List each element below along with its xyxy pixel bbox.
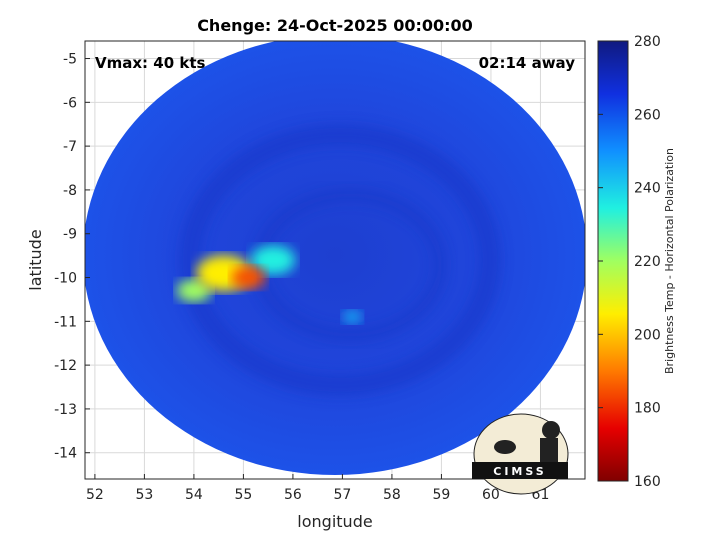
convection-cell [342, 310, 363, 324]
y-tick-label: -11 [54, 314, 77, 330]
y-tick-label: -5 [63, 52, 77, 68]
convection-cell [250, 245, 296, 275]
convection-cell [176, 279, 212, 303]
colorbar-label: Brightness Temp - Horizontal Polarizatio… [663, 148, 676, 374]
x-tick-label: 56 [284, 487, 302, 503]
spiral-band-outer [179, 124, 501, 396]
colorbar-tick-label: 160 [634, 474, 661, 490]
x-tick-label: 57 [334, 487, 352, 503]
colorbar-tick-label: 280 [634, 34, 661, 50]
x-axis: 52 53 54 55 56 57 58 59 60 61 [86, 474, 549, 503]
logo-text: CIMSS [493, 465, 546, 478]
convection-features [176, 245, 363, 324]
x-tick-label: 60 [482, 487, 500, 503]
y-tick-label: -13 [54, 402, 77, 418]
colorbar-ticks: 280 260 240 220 200 180 160 [598, 34, 661, 490]
y-axis: -5 -6 -7 -8 -9 -10 -11 -12 -13 -14 [54, 52, 90, 462]
x-tick-label: 54 [185, 487, 203, 503]
convection-cell [231, 266, 266, 290]
colorbar-tick-label: 220 [634, 254, 661, 270]
x-tick-label: 58 [383, 487, 401, 503]
axes-frame [84, 40, 586, 480]
colorbar-tick-label: 180 [634, 401, 661, 417]
water-tower-shape [540, 438, 558, 464]
vmax-annotation: Vmax: 40 kts [95, 54, 205, 72]
swath-disk [85, 41, 585, 475]
x-tick-label: 53 [135, 487, 153, 503]
x-tick-label: 59 [433, 487, 451, 503]
colorbar-tick-label: 260 [634, 107, 661, 123]
y-tick-label: -6 [63, 95, 77, 111]
x-axis-label: longitude [297, 512, 372, 531]
time-away-annotation: 02:14 away [479, 54, 576, 72]
y-tick-label: -7 [63, 139, 77, 155]
colorbar-tick-label: 200 [634, 327, 661, 343]
y-tick-label: -10 [54, 271, 77, 287]
satellite-swath [85, 41, 585, 475]
y-axis-label: latitude [26, 229, 45, 290]
water-tower-tank-shape [542, 421, 560, 439]
y-tick-label: -14 [54, 446, 77, 462]
chart-title: Chenge: 24-Oct-2025 00:00:00 [197, 16, 473, 35]
satellite-dish-shape [494, 440, 516, 454]
y-tick-label: -12 [54, 358, 77, 374]
y-tick-label: -9 [63, 227, 77, 243]
cimss-logo: CIMSS [472, 413, 569, 495]
x-tick-label: 52 [86, 487, 104, 503]
x-tick-label: 55 [235, 487, 253, 503]
y-tick-label: -8 [63, 183, 77, 199]
logo-banner-shape [472, 462, 568, 479]
colorbar-tick-label: 240 [634, 181, 661, 197]
